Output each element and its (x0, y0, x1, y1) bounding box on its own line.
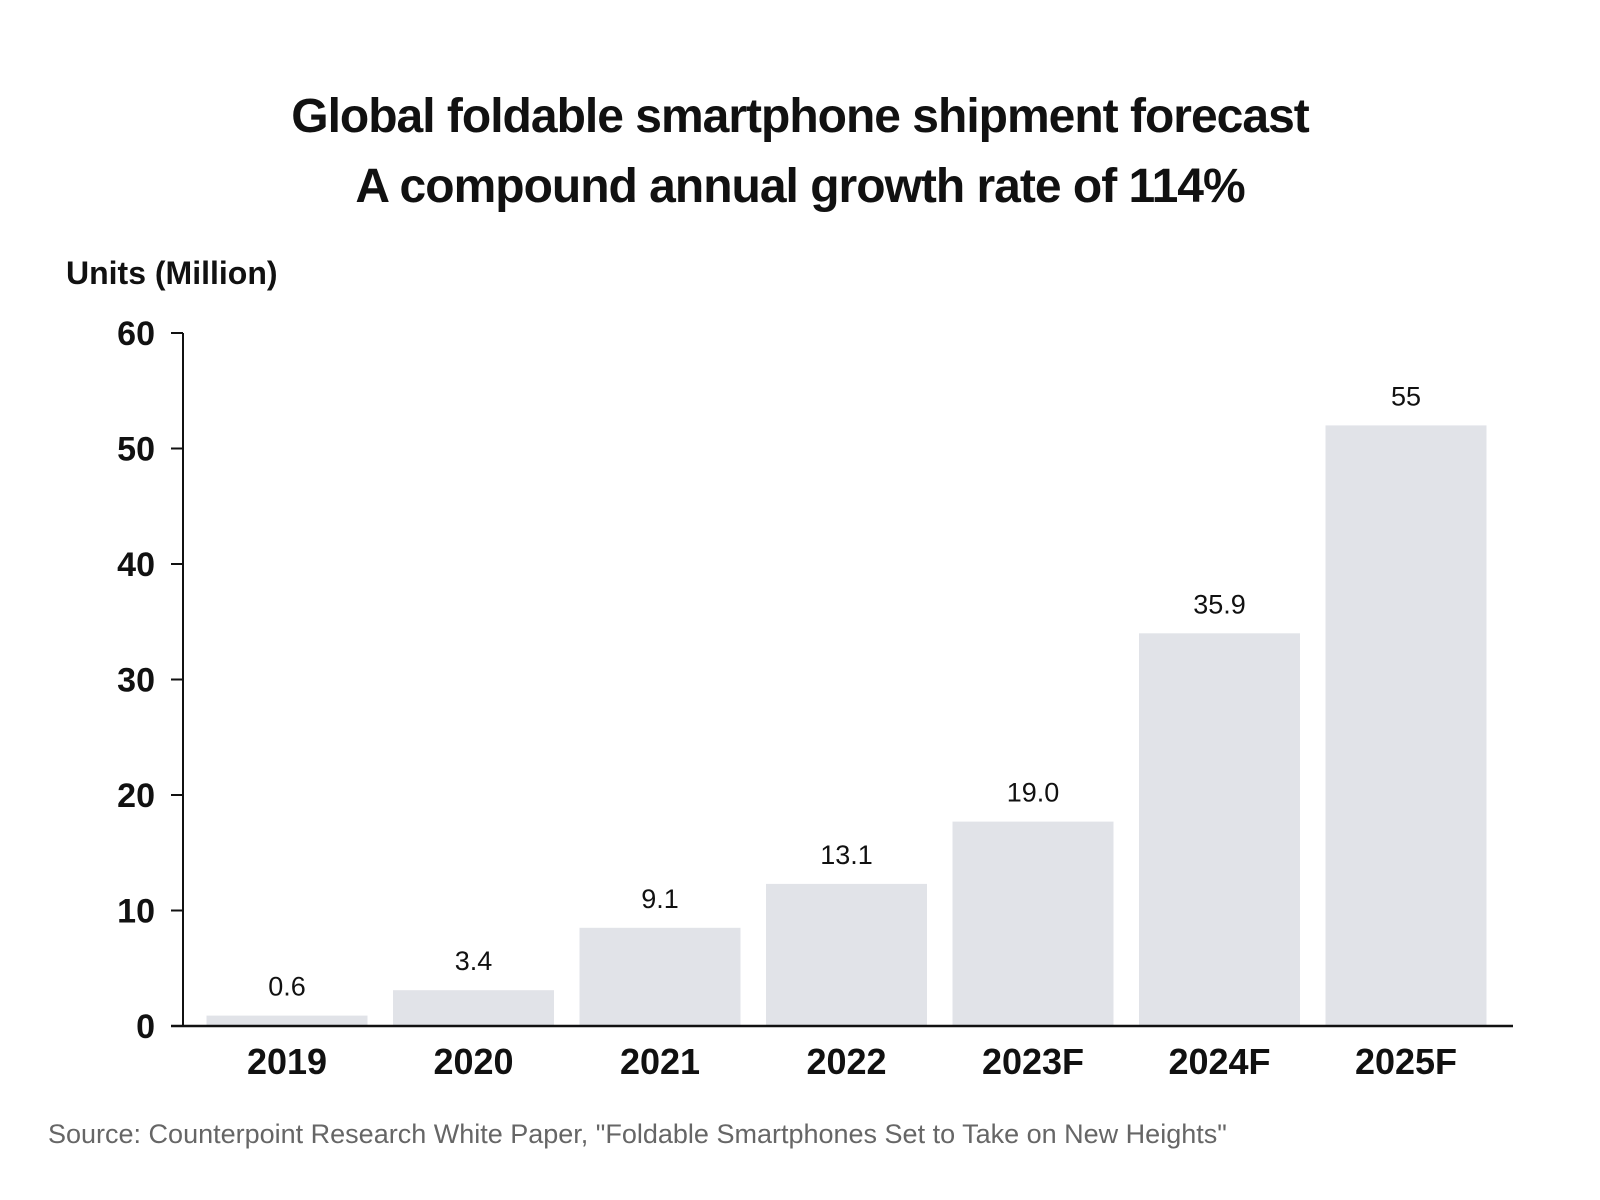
x-tick-label-2019: 2019 (247, 1041, 327, 1082)
x-tick-label-2023f: 2023F (982, 1041, 1084, 1082)
data-label-2019: 0.6 (268, 972, 306, 1002)
bar-2020 (393, 990, 554, 1026)
y-tick-label-10: 10 (117, 893, 155, 931)
bar-2024f (1139, 633, 1300, 1026)
y-axis-label: Units (Million) (66, 255, 278, 291)
y-tick-label-0: 0 (136, 1008, 155, 1046)
data-label-2021: 9.1 (641, 884, 679, 914)
x-tick-label-2024f: 2024F (1168, 1041, 1270, 1082)
bar-2021 (579, 927, 741, 1026)
bar-2023f (952, 821, 1114, 1026)
x-tick-label-2021: 2021 (620, 1041, 700, 1082)
bar-2025f (1325, 425, 1487, 1026)
bar-2019 (206, 1015, 368, 1026)
y-tick-label-40: 40 (117, 546, 155, 584)
source-note: Source: Counterpoint Research White Pape… (48, 1119, 1227, 1149)
data-label-2023f: 19.0 (1007, 778, 1060, 808)
data-label-2022: 13.1 (820, 840, 873, 870)
y-tick-label-30: 30 (117, 662, 155, 700)
y-tick-label-20: 20 (117, 777, 155, 815)
x-tick-label-2020: 2020 (433, 1041, 513, 1082)
data-label-2025f: 55 (1391, 381, 1421, 411)
x-tick-label-2025f: 2025F (1355, 1041, 1457, 1082)
chart-subtitle: A compound annual growth rate of 114% (355, 160, 1245, 213)
y-tick-label-50: 50 (117, 431, 155, 469)
chart-title: Global foldable smartphone shipment fore… (291, 90, 1310, 143)
bar-2022 (766, 883, 927, 1026)
x-tick-label-2022: 2022 (806, 1041, 886, 1082)
plot-area: 0.6 2019 3.4 2020 9.1 2021 13.1 2022 19.0 2023F 35… (117, 315, 1513, 1082)
data-label-2024f: 35.9 (1193, 589, 1246, 619)
y-tick-label-60: 60 (117, 315, 155, 353)
data-label-2020: 3.4 (455, 946, 493, 976)
